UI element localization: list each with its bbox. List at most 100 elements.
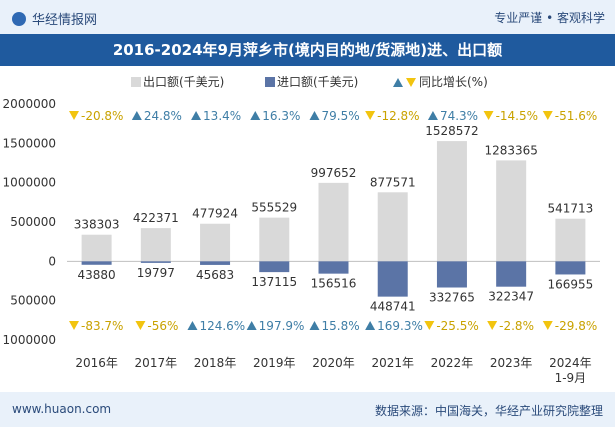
export-bar [200,223,231,262]
x-tick-label: 1-9月 [555,371,587,385]
legend: 出口额(千美元) 进口额(千美元) 同比增长(%) [131,75,488,89]
x-tick-label: 2024年 [549,356,592,370]
x-axis: 2016年 2017年 2018年 2019年 2020年 2021年 2022年 2023年… [75,356,591,385]
import-growth-up-icon [365,321,376,330]
brand-name: 华经情报网 [32,13,98,28]
tagline: 专业严谨 • 客观科学 [494,11,605,25]
import-value-label: 166955 [547,277,593,291]
import-growth-up-icon [246,321,257,330]
export-value-label: 997652 [311,166,357,180]
import-growth-label: 197.9% [259,319,305,333]
import-value-label: 332765 [429,291,475,305]
data-labels: 338303 43880 -20.8% -83.7% 422371 19797 24.8% -… [69,109,597,333]
export-growth-label: -20.8% [81,109,123,123]
export-growth-up-icon [427,111,438,120]
export-growth-up-icon [191,111,202,120]
export-growth-down-icon [542,111,553,120]
import-value-label: 322347 [488,290,534,304]
x-tick-label: 2019年 [253,356,296,370]
x-tick-label: 2016年 [75,356,118,370]
export-growth-down-icon [365,111,376,120]
import-growth-up-icon [187,321,198,330]
export-bar [259,217,290,262]
import-value-label: 19797 [137,266,175,280]
export-bar [318,182,349,262]
export-growth-up-icon [250,111,261,120]
export-growth-label: 24.8% [144,109,182,123]
import-growth-label: -56% [147,319,178,333]
y-tick-label: 2000000 [3,97,56,111]
export-growth-down-icon [483,111,494,120]
chart-title: 2016-2024年9月萍乡市(境内目的地/货源地)进、出口额 [0,34,615,66]
export-growth-down-icon [69,111,80,120]
import-growth-label: 169.3% [377,319,423,333]
export-bar [377,192,408,262]
import-growth-label: -83.7% [81,319,123,333]
export-growth-up-icon [131,111,142,120]
import-growth-label: 15.8% [322,319,360,333]
x-tick-label: 2021年 [371,356,414,370]
y-tick-label: 1500000 [3,136,56,150]
import-growth-label: -2.8% [499,319,534,333]
export-value-label: 541713 [547,202,593,216]
export-growth-label: 79.5% [322,109,360,123]
brand: 华经情报网 [12,9,97,28]
y-tick-label: 500000 [10,294,56,308]
export-value-label: 338303 [74,218,120,232]
chart-svg: 出口额(千美元) 进口额(千美元) 同比增长(%) 2000000 1500000 10… [3,75,600,385]
export-growth-label: -12.8% [377,109,419,123]
export-bar [81,234,112,262]
brand-logo-icon [12,12,26,26]
footer: www.huaon.com 数据来源：中国海关，华经产业研究院整理 [0,392,615,427]
legend-growth-down-icon [406,78,416,87]
import-bar [259,261,290,273]
legend-export-label: 出口额(千美元) [143,75,224,89]
legend-import-label: 进口额(千美元) [277,75,358,89]
import-bar [555,261,586,275]
export-growth-label: -14.5% [496,109,538,123]
chart-area: 出口额(千美元) 进口额(千美元) 同比增长(%) 2000000 1500000 10… [0,66,615,392]
export-value-label: 1283365 [484,143,537,157]
export-value-label: 422371 [133,211,179,225]
export-value-label: 1528572 [425,124,478,138]
export-bar [436,141,467,262]
export-growth-up-icon [309,111,320,120]
top-bar: 华经情报网 专业严谨 • 客观科学 [0,0,615,34]
import-growth-down-icon [542,321,553,330]
legend-growth-label: 同比增长(%) [419,75,488,89]
import-value-label: 156516 [311,277,357,291]
export-value-label: 477924 [192,207,238,221]
import-growth-down-icon [69,321,80,330]
import-value-label: 45683 [196,268,234,282]
export-growth-label: 13.4% [203,109,241,123]
x-tick-label: 2020年 [312,356,355,370]
x-tick-label: 2023年 [490,356,533,370]
import-growth-label: -29.8% [555,319,597,333]
x-tick-label: 2018年 [194,356,237,370]
export-growth-label: 74.3% [440,109,478,123]
import-growth-label: -25.5% [436,319,478,333]
import-bar [377,261,408,297]
export-growth-label: -51.6% [555,109,597,123]
x-tick-label: 2017年 [135,356,178,370]
import-bar [140,261,171,263]
y-tick-label: 1000000 [3,176,56,190]
footer-source: 数据来源：中国海关，华经产业研究院整理 [374,404,603,418]
import-bar [200,261,231,265]
import-bar [496,261,527,287]
y-tick-label: 1000000 [3,333,56,347]
export-bar [555,218,586,262]
export-bar [496,160,527,262]
import-growth-down-icon [135,321,146,330]
import-bar [81,261,112,265]
footer-website: www.huaon.com [12,402,112,416]
export-value-label: 877571 [370,175,416,189]
export-bar [140,228,171,262]
legend-growth-up-icon [393,78,403,87]
import-bar [436,261,467,288]
import-value-label: 448741 [370,300,416,314]
export-growth-label: 16.3% [262,109,300,123]
import-growth-label: 124.6% [199,319,245,333]
import-value-label: 43880 [78,268,116,282]
y-tick-label: 0 [48,254,56,268]
